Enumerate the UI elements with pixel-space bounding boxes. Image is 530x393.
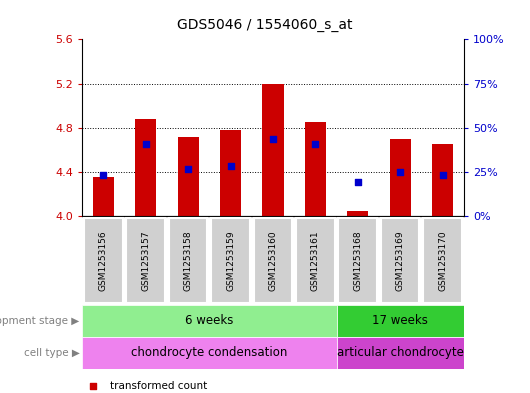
- Text: articular chondrocyte: articular chondrocyte: [337, 346, 464, 360]
- FancyBboxPatch shape: [127, 218, 165, 303]
- Text: GSM1253156: GSM1253156: [99, 230, 108, 291]
- Text: GSM1253169: GSM1253169: [396, 230, 404, 291]
- Bar: [390, 139, 411, 216]
- FancyBboxPatch shape: [169, 218, 207, 303]
- Point: [226, 163, 235, 169]
- Point: [269, 136, 277, 142]
- Bar: [220, 130, 241, 216]
- FancyBboxPatch shape: [82, 337, 337, 369]
- Text: GSM1253158: GSM1253158: [184, 230, 192, 291]
- Point: [184, 165, 192, 172]
- Bar: [93, 178, 114, 216]
- Text: GSM1253157: GSM1253157: [142, 230, 150, 291]
- Text: GSM1253159: GSM1253159: [226, 230, 235, 291]
- Point: [142, 141, 150, 147]
- Bar: [432, 144, 453, 216]
- Text: GDS5046 / 1554060_s_at: GDS5046 / 1554060_s_at: [177, 18, 353, 32]
- Text: transformed count: transformed count: [110, 381, 208, 391]
- Text: GSM1253160: GSM1253160: [269, 230, 277, 291]
- FancyBboxPatch shape: [84, 218, 122, 303]
- Bar: [305, 122, 326, 216]
- Point: [99, 172, 108, 178]
- Point: [396, 169, 404, 175]
- Point: [311, 141, 320, 147]
- Bar: [135, 119, 156, 216]
- Text: GSM1253168: GSM1253168: [354, 230, 362, 291]
- Bar: [347, 211, 368, 216]
- Point: [438, 172, 447, 178]
- FancyBboxPatch shape: [423, 218, 462, 303]
- Text: 17 weeks: 17 weeks: [372, 314, 428, 327]
- Text: development stage ▶: development stage ▶: [0, 316, 80, 326]
- Text: GSM1253161: GSM1253161: [311, 230, 320, 291]
- Point: [354, 179, 362, 185]
- FancyBboxPatch shape: [381, 218, 419, 303]
- FancyBboxPatch shape: [337, 337, 464, 369]
- Text: GSM1253170: GSM1253170: [438, 230, 447, 291]
- Text: cell type ▶: cell type ▶: [24, 348, 80, 358]
- Point: [89, 383, 98, 389]
- FancyBboxPatch shape: [82, 305, 337, 337]
- FancyBboxPatch shape: [339, 218, 377, 303]
- FancyBboxPatch shape: [254, 218, 292, 303]
- Text: chondrocyte condensation: chondrocyte condensation: [131, 346, 288, 360]
- Text: 6 weeks: 6 weeks: [185, 314, 234, 327]
- FancyBboxPatch shape: [296, 218, 334, 303]
- FancyBboxPatch shape: [211, 218, 250, 303]
- Bar: [178, 137, 199, 216]
- FancyBboxPatch shape: [337, 305, 464, 337]
- Bar: [262, 83, 284, 216]
